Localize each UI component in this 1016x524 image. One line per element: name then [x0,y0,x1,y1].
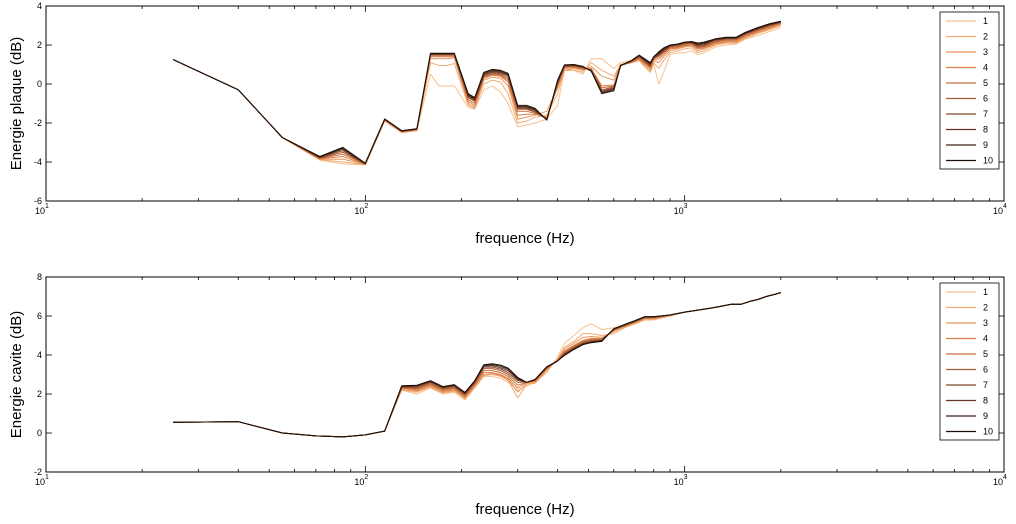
x-tick-exponent: 4 [1003,203,1007,210]
legend: 1 2 3 4 5 6 7 8 9 10 [939,282,1000,441]
legend-label: 3 [983,318,988,328]
x-tick-exponent: 3 [684,203,688,210]
legend-label: 10 [983,156,993,166]
legend-label: 9 [983,140,988,150]
legend-label: 2 [983,303,988,313]
legend-label: 4 [983,63,988,73]
x-tick-label: 10 [993,477,1003,487]
x-axis-label: frequence (Hz) [475,230,574,247]
plot-frame [45,276,1005,473]
x-tick-exponent: 3 [684,474,688,481]
x-tick-label: 10 [674,477,684,487]
legend-box [939,282,1000,441]
legend-label: 7 [983,109,988,119]
legend-label: 2 [983,32,988,42]
legend-label: 9 [983,411,988,421]
legend-label: 7 [983,380,988,390]
x-axis-label: frequence (Hz) [475,501,574,518]
x-tick-label: 10 [354,477,364,487]
series-line-10 [172,20,781,164]
y-tick-label: 6 [37,311,42,321]
x-tick-label: 10 [354,206,364,216]
x-tick-exponent: 1 [45,203,49,210]
y-tick-label: 2 [37,389,42,399]
y-axis-label: Energie cavite (dB) [8,311,25,439]
legend-label: 10 [983,427,993,437]
legend-label: 5 [983,349,988,359]
y-axis-label: Energie plaque (dB) [8,37,25,170]
y-tick-label: 4 [37,350,42,360]
legend-label: 8 [983,125,988,135]
y-tick-label: -6 [34,196,42,206]
y-tick-label: -4 [34,157,42,167]
series-group [173,292,781,438]
x-tick-label: 10 [674,206,684,216]
series-line-10 [173,292,781,438]
x-tick-exponent: 4 [1003,474,1007,481]
x-tick-label: 10 [993,206,1003,216]
legend-label: 3 [983,47,988,57]
x-tick-label: 10 [35,477,45,487]
legend-label: 1 [983,287,988,297]
y-tick-label: 8 [37,272,42,282]
legend-label: 8 [983,396,988,406]
legend-label: 1 [983,16,988,26]
x-tick-exponent: 2 [364,203,368,210]
series-group [172,20,781,166]
legend-box [939,11,1000,170]
x-tick-exponent: 2 [364,474,368,481]
plot-frame [45,5,1005,202]
y-tick-label: 0 [37,428,42,438]
legend-label: 4 [983,334,988,344]
y-tick-label: -2 [34,118,42,128]
legend-label: 6 [983,365,988,375]
x-tick-exponent: 1 [45,474,49,481]
y-tick-label: 2 [37,40,42,50]
legend-label: 6 [983,94,988,104]
y-tick-label: 4 [37,1,42,11]
legend: 1 2 3 4 5 6 7 8 9 10 [939,11,1000,170]
x-tick-label: 10 [35,206,45,216]
legend-label: 5 [983,78,988,88]
y-tick-label: 0 [37,79,42,89]
y-tick-label: -2 [34,467,42,477]
energie-plaque-plot: 10 1 10 2 10 3 10 4-6-4-202412345678910Energie … [8,1,1007,247]
